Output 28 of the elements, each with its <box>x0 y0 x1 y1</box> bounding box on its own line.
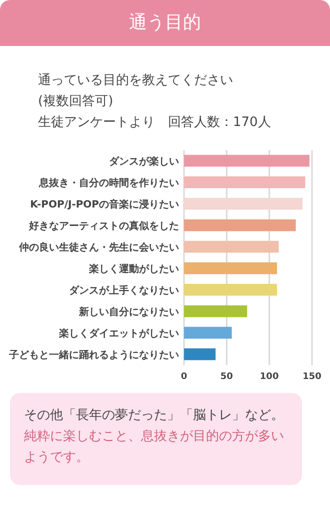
y-tick-label: 楽しくダイエットがしたい <box>58 327 179 340</box>
bar <box>184 348 216 360</box>
bar <box>184 198 303 210</box>
bar <box>184 154 310 167</box>
text: 純粋に楽しむこと、息抜きが目的の方が多いようです。 <box>24 428 285 467</box>
y-tick-label: 新しい自分になりたい <box>78 306 179 318</box>
bar <box>184 240 279 253</box>
y-tick-label: 好きなアーティストの真似をした <box>28 220 179 232</box>
x-tick-label: 50 <box>220 372 233 382</box>
x-tick-label: 150 <box>302 372 322 382</box>
chart-subtitle: 通っている目的を教えてください (複数回答可) 生徒アンケートより 回答人数：170人 <box>38 72 272 132</box>
chart-title: 通う目的 <box>0 0 330 46</box>
y-tick-label: ダンスが楽しい <box>109 155 179 168</box>
y-tick-label: 子どもと一緒に踊れるようになりたい <box>8 348 179 361</box>
bar <box>184 284 278 296</box>
y-tick-label: 楽しく運動がしたい <box>88 262 179 275</box>
bar <box>184 305 248 318</box>
bar <box>184 176 306 188</box>
text: その他「長年の夢だった」「脳トレ」など。 <box>24 407 285 425</box>
y-tick-label: 息抜き・自分の時間を作りたい <box>38 176 179 189</box>
y-tick-label: 仲の良い生徒さん・先生に会いたい <box>18 241 179 254</box>
x-tick-label: 100 <box>260 372 279 382</box>
bar <box>184 262 278 274</box>
y-tick-label: ダンスが上手くなりたい <box>69 284 179 296</box>
y-tick-label: K-POP/J-POPの音楽に浸りたい <box>30 198 179 210</box>
x-tick-label: 0 <box>180 372 188 382</box>
bar <box>184 326 232 339</box>
bar <box>184 219 296 232</box>
